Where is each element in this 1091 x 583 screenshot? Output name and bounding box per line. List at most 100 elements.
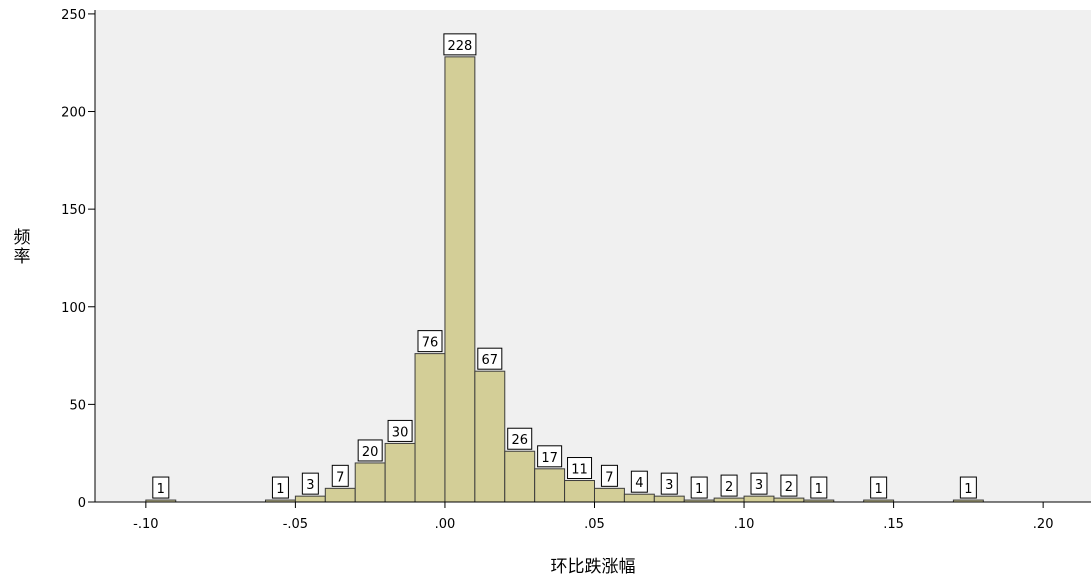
bar-value-label-box bbox=[387, 419, 413, 442]
bar-value-text: 2 bbox=[785, 480, 793, 495]
histogram-bar bbox=[294, 495, 326, 503]
bar-value-text: 17 bbox=[541, 451, 558, 466]
histogram-bar bbox=[384, 442, 416, 503]
x-tick-label: .00 bbox=[435, 517, 456, 532]
bar-value-label-box bbox=[301, 472, 319, 495]
bar-value-text: 1 bbox=[276, 482, 284, 497]
histogram-bar bbox=[773, 497, 805, 503]
bar-value-text: 1 bbox=[964, 482, 972, 497]
bar-value-label-box bbox=[810, 476, 828, 499]
histogram-bar bbox=[504, 450, 536, 503]
bar-value-text: 67 bbox=[482, 353, 499, 368]
y-axis-title-char: 频 bbox=[14, 228, 31, 248]
bar-value-label-box bbox=[780, 474, 798, 497]
x-tick-label: -.05 bbox=[283, 517, 308, 532]
bar-value-label: 228 bbox=[443, 33, 477, 56]
bar-value-label: 26 bbox=[507, 427, 533, 450]
bar-value-label-box bbox=[271, 476, 289, 499]
histogram-bar bbox=[743, 495, 775, 503]
bars-group bbox=[145, 56, 984, 503]
bar-value-label: 1 bbox=[959, 476, 977, 499]
histogram-bar bbox=[324, 487, 356, 503]
bar-value-text: 7 bbox=[336, 470, 344, 485]
x-tick-label: .15 bbox=[883, 517, 904, 532]
y-tick-label: 0 bbox=[78, 496, 86, 511]
histogram-bar bbox=[534, 468, 566, 503]
x-tick-label: .20 bbox=[1033, 517, 1054, 532]
bar-value-label-box bbox=[443, 33, 477, 56]
bar-value-label-box bbox=[331, 464, 349, 487]
bar-value-label-box bbox=[750, 472, 768, 495]
bar-value-label-box bbox=[959, 476, 977, 499]
bar-value-text: 228 bbox=[447, 39, 472, 54]
y-tick-label: 100 bbox=[61, 301, 86, 316]
histogram-bar bbox=[414, 353, 446, 503]
x-axis: -.10 -.05 .00 .05 .10 .15 .20 bbox=[95, 501, 1091, 532]
x-tick-label: .10 bbox=[734, 517, 755, 532]
y-axis-title: 频率 bbox=[14, 228, 31, 267]
bar-value-label: 7 bbox=[331, 464, 349, 487]
bar-value-label-box bbox=[357, 439, 383, 462]
plot-area bbox=[95, 10, 1091, 502]
bar-value-text: 26 bbox=[511, 433, 528, 448]
bar-value-text: 20 bbox=[362, 445, 379, 460]
bar-value-text: 2 bbox=[725, 480, 733, 495]
bar-value-label-box bbox=[152, 476, 170, 499]
bar-value-label: 3 bbox=[301, 472, 319, 495]
bar-value-label: 1 bbox=[870, 476, 888, 499]
histogram-bar bbox=[713, 497, 745, 503]
histogram-bar bbox=[354, 462, 386, 503]
y-tick-label: 150 bbox=[61, 203, 86, 218]
bar-value-label-box bbox=[660, 472, 678, 495]
histogram-bar bbox=[653, 495, 685, 503]
histogram-bar bbox=[444, 56, 476, 503]
bar-value-label: 76 bbox=[417, 330, 443, 353]
bar-value-label: 7 bbox=[600, 464, 618, 487]
bar-value-label: 30 bbox=[387, 419, 413, 442]
y-axis: 0 50 100 150 200 250 bbox=[61, 8, 96, 511]
bar-value-label-box bbox=[690, 476, 708, 499]
bar-value-label: 17 bbox=[537, 445, 563, 468]
bar-value-text: 30 bbox=[392, 425, 409, 440]
bar-value-label-box bbox=[417, 330, 443, 353]
x-axis-title: 环比跌涨幅 bbox=[551, 557, 636, 577]
bar-value-label-box bbox=[567, 457, 593, 480]
histogram-bar bbox=[474, 370, 506, 503]
bar-value-label: 2 bbox=[780, 474, 798, 497]
bar-value-label-box bbox=[630, 470, 648, 493]
bar-value-label: 67 bbox=[477, 347, 503, 370]
bar-value-text: 1 bbox=[695, 482, 703, 497]
bar-value-text: 3 bbox=[306, 478, 314, 493]
bar-value-label: 1 bbox=[271, 476, 289, 499]
bar-value-label: 20 bbox=[357, 439, 383, 462]
bar-value-text: 76 bbox=[422, 336, 439, 351]
bar-value-text: 3 bbox=[755, 478, 763, 493]
x-tick-label: -.10 bbox=[133, 517, 158, 532]
bar-value-label-box bbox=[600, 464, 618, 487]
bar-value-text: 1 bbox=[157, 482, 165, 497]
bar-value-label-box bbox=[537, 445, 563, 468]
bar-value-text: 3 bbox=[665, 478, 673, 493]
bar-value-label: 3 bbox=[750, 472, 768, 495]
y-tick-label: 200 bbox=[61, 106, 86, 121]
histogram-bar bbox=[564, 480, 595, 503]
x-tick-label: .05 bbox=[584, 517, 605, 532]
bar-value-label: 3 bbox=[660, 472, 678, 495]
bar-value-text: 7 bbox=[605, 470, 613, 485]
bar-value-label: 1 bbox=[152, 476, 170, 499]
histogram-bar bbox=[593, 487, 625, 503]
bar-value-label-box bbox=[720, 474, 738, 497]
histogram-bar bbox=[623, 493, 655, 503]
y-axis-title-char: 率 bbox=[14, 247, 31, 267]
bar-value-text: 4 bbox=[635, 476, 643, 491]
bar-value-text: 11 bbox=[571, 463, 588, 478]
bar-value-label-box bbox=[870, 476, 888, 499]
bar-value-label-box bbox=[477, 347, 503, 370]
bar-value-label: 1 bbox=[810, 476, 828, 499]
bar-value-label: 2 bbox=[720, 474, 738, 497]
bar-value-label-box bbox=[507, 427, 533, 450]
bar-value-label: 1 bbox=[690, 476, 708, 499]
y-tick-label: 250 bbox=[61, 8, 86, 23]
